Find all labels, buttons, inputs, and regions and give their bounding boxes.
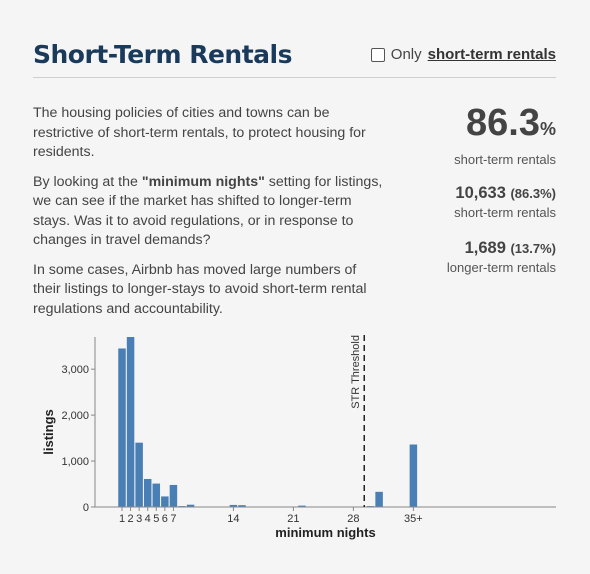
description: The housing policies of cities and towns… — [33, 104, 383, 329]
x-tick-label: 21 — [287, 513, 299, 525]
y-tick-label: 2,000 — [61, 410, 89, 422]
x-tick-label: 14 — [227, 513, 239, 525]
threshold-label: STR Threshold — [350, 335, 362, 409]
stats-panel: 86.3% short-term rentals 10,633 (86.3%) … — [447, 100, 556, 276]
desc-p2-bold: "minimum nights" — [141, 173, 265, 190]
y-tick-label: 1,000 — [61, 456, 89, 468]
desc-p2-after: setting for listings, we can see if the … — [33, 173, 383, 249]
x-tick-label: 7 — [170, 513, 176, 525]
long-term-count: 1,689 — [464, 239, 506, 257]
bar-night-1 — [118, 348, 126, 507]
min-nights-chart: 0 1,000 2,000 3,000 1 2 3 4 5 6 7 14 21 28 35+ STR Th… — [41, 335, 556, 540]
str-filter[interactable]: Only short-term rentals — [370, 46, 556, 63]
desc-paragraph-2: By looking at the "minimum nights" setti… — [33, 173, 383, 251]
bars — [118, 337, 418, 508]
desc-paragraph-1: The housing policies of cities and towns… — [33, 105, 366, 160]
bar-night-14 — [229, 504, 238, 507]
str-threshold: STR Threshold — [350, 335, 365, 507]
page-title: Short-Term Rentals — [33, 40, 293, 69]
short-term-pct: (86.3%) — [510, 186, 556, 201]
y-tick-label: 3,000 — [61, 364, 89, 376]
y-tick-label: 0 — [83, 502, 89, 514]
x-tick-label: 4 — [145, 513, 151, 525]
desc-paragraph-3: In some cases, Airbnb has moved large nu… — [33, 261, 367, 317]
x-tick-label: 6 — [162, 513, 168, 525]
x-tick-label: 5 — [153, 513, 159, 525]
only-str-checkbox[interactable] — [370, 47, 385, 62]
desc-p2-before: By looking at the — [33, 173, 142, 190]
bar-night-15 — [238, 505, 246, 507]
bar-night-2 — [126, 337, 135, 507]
long-term-stat: 1,689 (13.7%) — [447, 237, 556, 260]
long-term-pct: (13.7%) — [510, 241, 556, 256]
x-tick-label: 28 — [347, 513, 359, 525]
headline-percent: 86.3% — [447, 100, 556, 152]
headline-value: 86.3 — [466, 102, 540, 144]
bar-night-4 — [143, 478, 152, 507]
headline-label: short-term rentals — [454, 152, 556, 167]
filter-prefix: Only — [390, 46, 422, 63]
x-axis: 1 2 3 4 5 6 7 14 21 28 35+ — [95, 506, 556, 525]
bar-night-31 — [375, 491, 383, 507]
x-axis-title: minimum nights — [275, 525, 375, 540]
bar-night-5 — [152, 483, 161, 507]
header-divider — [33, 77, 556, 78]
bar-night-7 — [169, 484, 178, 507]
x-tick-label: 2 — [128, 513, 134, 525]
y-axis: 0 1,000 2,000 3,000 — [61, 337, 96, 514]
bar-night-22 — [298, 505, 306, 507]
short-term-count: 10,633 — [455, 184, 506, 202]
x-tick-label: 1 — [119, 513, 125, 525]
x-tick-label: 3 — [136, 513, 142, 525]
bar-night-6 — [161, 496, 169, 507]
y-axis-title: listings — [41, 409, 56, 455]
bar-night-9 — [186, 504, 195, 507]
str-filter-link[interactable]: short-term rentals — [427, 46, 556, 63]
bar-night-3 — [135, 442, 143, 507]
short-term-stat: 10,633 (86.3%) — [447, 182, 556, 205]
headline-percent-sign: % — [539, 119, 556, 139]
x-tick-label: 35+ — [404, 513, 423, 525]
short-term-label: short-term rentals — [454, 205, 556, 220]
bar-night-35+ — [409, 444, 418, 507]
long-term-label: longer-term rentals — [446, 260, 556, 275]
